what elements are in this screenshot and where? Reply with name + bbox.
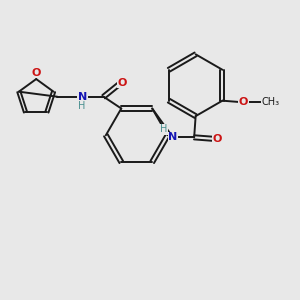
- Text: H: H: [160, 124, 167, 134]
- Text: N: N: [168, 132, 178, 142]
- Text: H: H: [78, 101, 85, 111]
- Text: O: O: [212, 134, 221, 144]
- Text: N: N: [78, 92, 87, 102]
- Text: O: O: [32, 68, 41, 78]
- Text: CH₃: CH₃: [261, 97, 279, 107]
- Text: O: O: [239, 97, 248, 107]
- Text: O: O: [118, 78, 127, 88]
